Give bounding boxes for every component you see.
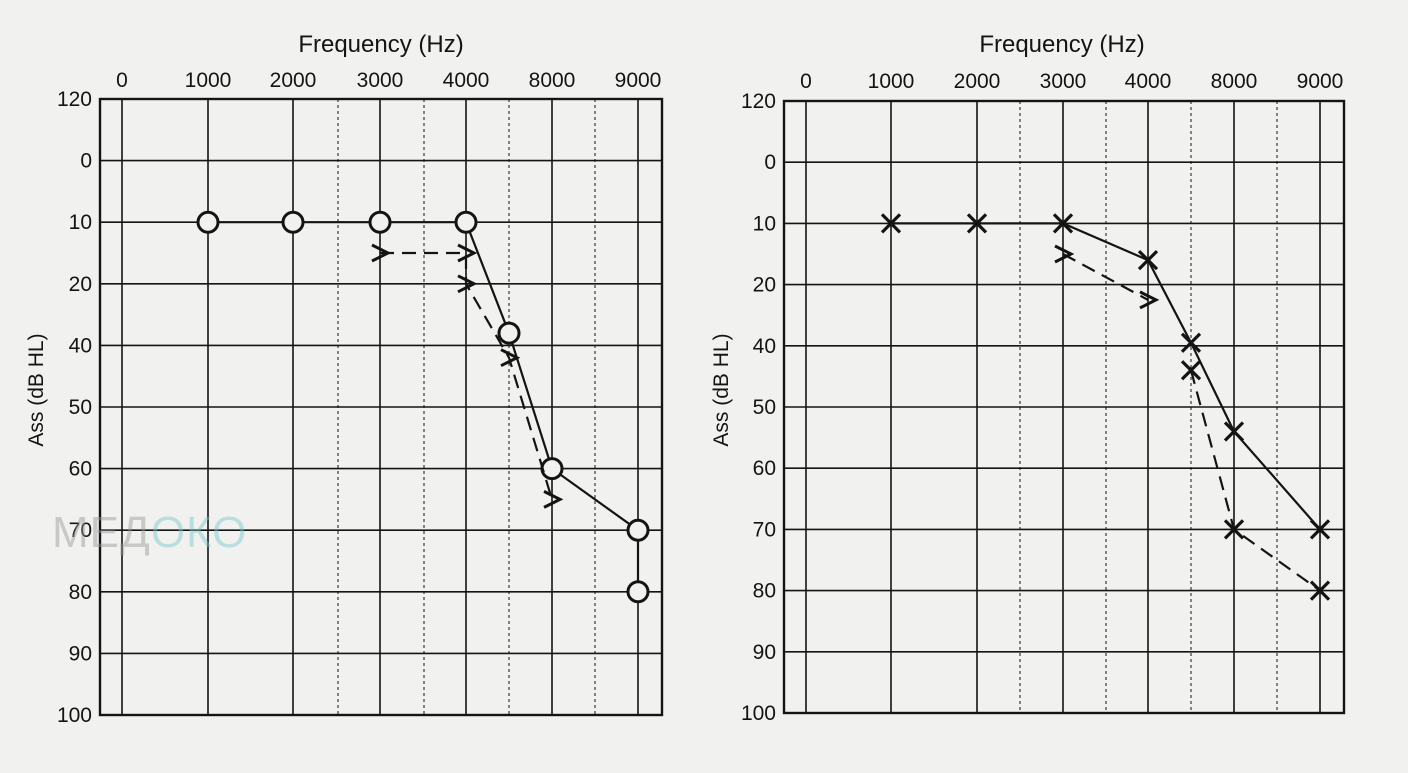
point-x (1223, 519, 1245, 540)
y-tick-label: 0 (764, 151, 776, 174)
y-tick-label: 60 (69, 458, 92, 481)
y-tick-label: 100 (741, 702, 776, 725)
point-x (1137, 249, 1159, 271)
series-line-3 (1062, 253, 1149, 301)
y-tick-label: 10 (753, 212, 776, 235)
point-circle (368, 210, 392, 234)
audiogram-right: 0 1000 2000 3000 4000 8000 9000 120 0 10 20 40 50 60 7… (710, 31, 1346, 725)
point-bracket (543, 490, 564, 509)
y-tick-label: 20 (753, 274, 776, 297)
point-bracket (457, 274, 478, 294)
y-tick-label: 120 (57, 88, 92, 111)
point-bracket (1139, 290, 1160, 310)
x-tick-label: 3000 (357, 69, 404, 92)
y-tick-label: 10 (69, 211, 92, 234)
y-tick-label: 60 (753, 457, 776, 480)
series-line-2 (1189, 369, 1321, 592)
y-tick-label: 120 (741, 90, 776, 113)
x-axis-title: Frequency (Hz) (298, 31, 463, 58)
x-tick-label: 1000 (868, 70, 915, 93)
y-tick-label: 100 (57, 704, 92, 727)
audiogram-left: 0 1000 2000 3000 4000 8000 9000 120 0 10 20 40 50 60 7… (25, 31, 664, 727)
x-tick-label: 4000 (1125, 70, 1172, 93)
y-tick-label: 40 (69, 334, 92, 357)
y-tick-label: 20 (69, 273, 92, 296)
y-tick-label: 70 (69, 519, 92, 542)
point-x (1223, 421, 1245, 442)
point-x (1052, 213, 1074, 234)
point-x (966, 213, 988, 234)
x-axis-title: Frequency (Hz) (979, 31, 1144, 58)
y-tick-label: 90 (753, 641, 776, 664)
point-x (1180, 332, 1202, 353)
x-tick-label: 8000 (1211, 70, 1258, 93)
plot-frame (98, 97, 664, 717)
series-line-1 (208, 221, 640, 592)
x-tick-label: 0 (800, 70, 812, 93)
point-circle (196, 210, 220, 234)
x-tick-label: 3000 (1040, 70, 1087, 93)
x-tick-label: 0 (116, 69, 128, 92)
point-circle (626, 580, 650, 604)
y-tick-label: 70 (753, 518, 776, 541)
point-bracket (500, 348, 521, 368)
point-x (1180, 360, 1202, 381)
point-bracket (371, 243, 392, 263)
point-circle (540, 457, 564, 481)
y-axis-title: Ass (dB HL) (25, 333, 48, 446)
point-circle (281, 210, 305, 234)
point-circle (497, 321, 521, 345)
x-tick-label: 1000 (185, 69, 232, 92)
x-tick-label: 9000 (1297, 70, 1344, 93)
point-x (1309, 519, 1331, 540)
point-bracket (1054, 244, 1075, 264)
x-tick-label: 8000 (529, 69, 576, 92)
point-x (880, 213, 902, 234)
y-tick-label: 0 (80, 150, 92, 173)
y-axis-title: Ass (dB HL) (710, 333, 733, 446)
x-tick-label: 2000 (270, 69, 317, 92)
point-circle (454, 210, 478, 234)
y-tick-label: 40 (753, 335, 776, 358)
y-tick-label: 80 (69, 581, 92, 604)
y-tick-label: 50 (69, 396, 92, 419)
y-tick-label: 80 (753, 580, 776, 603)
plot-frame (782, 99, 1346, 715)
point-x (1309, 580, 1331, 601)
point-bracket (457, 243, 478, 263)
x-tick-label: 2000 (954, 70, 1001, 93)
series-line-2 (380, 251, 554, 500)
point-circle (626, 518, 650, 542)
x-tick-label: 4000 (443, 69, 490, 92)
x-tick-label: 9000 (615, 69, 662, 92)
y-tick-label: 50 (753, 396, 776, 419)
y-tick-label: 90 (69, 642, 92, 665)
